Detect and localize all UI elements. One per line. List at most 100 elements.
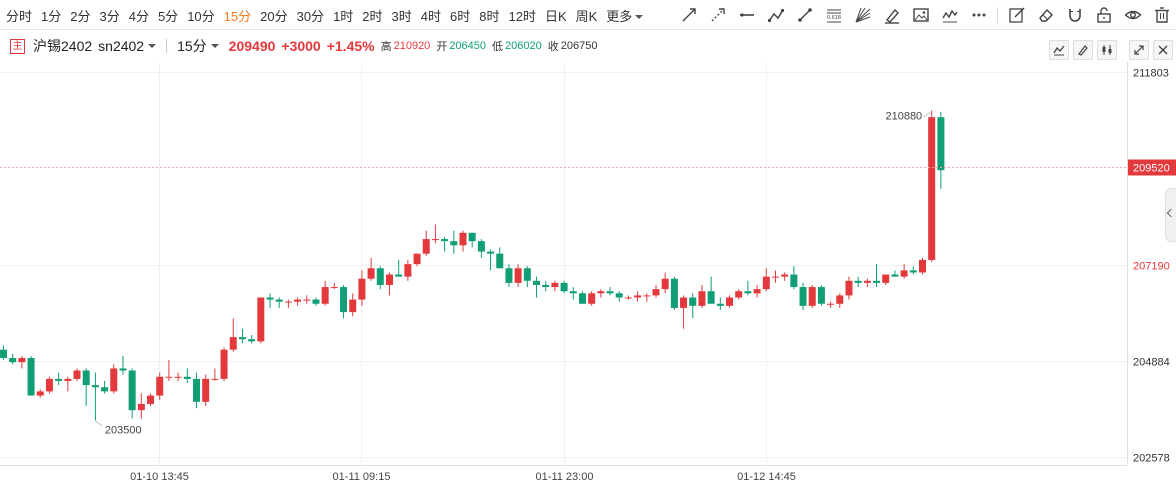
candle-body	[542, 284, 550, 288]
side-panel-toggle[interactable]	[1165, 188, 1176, 242]
wave-tool[interactable]	[938, 3, 962, 27]
period-selector: 分时 1分 2分 3分 4分 5分 10分 15分 20分 30分 1时 2时 3时 4时 6时 8时 12时日…	[6, 0, 652, 30]
symbol-name[interactable]: 沪锡2402	[33, 38, 93, 54]
candle	[459, 230, 467, 252]
period-tab[interactable]: 30分	[296, 8, 325, 24]
period-tab[interactable]: 20分	[260, 8, 288, 24]
candle-body	[330, 287, 338, 289]
candle	[624, 295, 632, 300]
horizontal-line-tool[interactable]	[735, 3, 759, 27]
candle-body	[358, 278, 366, 300]
period-label[interactable]: 15分	[177, 38, 207, 54]
edit-icon	[1008, 7, 1025, 23]
period-tab[interactable]: 12时	[508, 8, 536, 24]
period-tab[interactable]: 4时	[420, 8, 441, 24]
period-tab[interactable]: 分时	[6, 8, 33, 24]
trend-line-tool[interactable]	[677, 3, 701, 27]
fullscreen-button[interactable]	[1129, 40, 1149, 60]
candle-body	[643, 295, 651, 297]
period-tab[interactable]: 5分	[157, 8, 179, 24]
period-tab[interactable]: 10分	[187, 8, 215, 24]
period-tab[interactable]: 1时	[333, 8, 354, 24]
period-tab[interactable]: 更多	[606, 6, 643, 25]
segment-tool[interactable]	[793, 3, 817, 27]
period-tab[interactable]: 日K	[544, 8, 567, 24]
picture-tool[interactable]	[909, 3, 933, 27]
close-icon	[1158, 45, 1168, 55]
candle	[560, 280, 568, 294]
period-tab[interactable]: 2分	[70, 8, 91, 24]
candle-body	[615, 293, 623, 298]
delete-tool[interactable]	[1150, 3, 1174, 27]
close-button[interactable]	[1153, 40, 1173, 60]
candle-body	[790, 274, 798, 288]
candle	[183, 368, 191, 384]
period-dropdown-icon[interactable]	[210, 44, 219, 48]
open-value: 206450	[449, 40, 487, 52]
candle	[385, 272, 393, 296]
period-tab[interactable]: 6时	[450, 8, 471, 24]
period-tab[interactable]: 2时	[362, 8, 383, 24]
candle	[266, 293, 274, 308]
symbol-code[interactable]: sn2402	[98, 38, 145, 54]
candle-body	[395, 274, 403, 277]
low-value: 206020	[505, 40, 542, 52]
candle	[615, 291, 623, 302]
polyline-tool[interactable]	[764, 3, 788, 27]
indicator-button[interactable]	[1049, 40, 1069, 60]
candle-body	[349, 299, 357, 313]
candle	[413, 253, 421, 267]
candle-body	[257, 297, 265, 342]
drawing-tools: 0.618	[674, 0, 1176, 30]
candle	[119, 355, 127, 375]
brush-tool[interactable]	[880, 3, 904, 27]
fibonacci-tool[interactable]: 0.618	[822, 3, 846, 27]
candle-body	[624, 297, 632, 299]
gann-fan-tool[interactable]	[851, 3, 875, 27]
candle	[174, 372, 182, 381]
period-tab[interactable]: 3时	[391, 8, 412, 24]
candle-body	[238, 337, 246, 340]
visibility-tool[interactable]	[1121, 3, 1145, 27]
candle	[358, 270, 366, 306]
period-tab[interactable]: 15分	[223, 8, 252, 24]
gann-fan-icon	[855, 7, 870, 23]
period-tab[interactable]: 1分	[41, 8, 62, 24]
ray-tool[interactable]	[706, 3, 730, 27]
candle	[45, 376, 53, 394]
x-tick-label: 01-11 23:00	[536, 471, 594, 483]
more-tools[interactable]	[967, 3, 991, 27]
candle-body	[229, 337, 237, 350]
candlestick-icon	[1102, 45, 1112, 55]
period-tab[interactable]: 4分	[128, 8, 149, 24]
lock-tool[interactable]	[1092, 3, 1116, 27]
high-label: 高	[380, 41, 392, 53]
candle-body	[551, 282, 559, 288]
eraser-tool[interactable]	[1034, 3, 1058, 27]
candle	[147, 393, 155, 407]
candle-body	[459, 232, 467, 246]
candle	[523, 266, 531, 288]
y-axis: 211803 207190 204884 202578	[1133, 68, 1170, 465]
magnet-tool[interactable]	[1063, 3, 1087, 27]
candle-body	[450, 241, 458, 246]
symbol-dropdown-icon[interactable]	[148, 44, 157, 48]
candle	[330, 282, 338, 290]
period-tab[interactable]: 3分	[99, 8, 120, 24]
candle-body	[220, 349, 228, 379]
candle-body	[735, 291, 743, 298]
period-tab[interactable]: 8时	[479, 8, 500, 24]
candle-body	[634, 295, 642, 298]
draw-settings-button[interactable]	[1073, 40, 1093, 60]
candle	[91, 372, 99, 421]
y-tick-label: 207190	[1133, 261, 1170, 273]
chart-type-button[interactable]	[1097, 40, 1117, 60]
edit-tool[interactable]	[1005, 3, 1029, 27]
current-price-label: 209520	[1133, 163, 1170, 175]
wave-icon	[941, 9, 958, 23]
main-chart-badge: 主	[10, 38, 25, 54]
candle	[891, 270, 899, 277]
candle	[367, 257, 375, 281]
period-tab[interactable]: 周K	[575, 8, 598, 24]
